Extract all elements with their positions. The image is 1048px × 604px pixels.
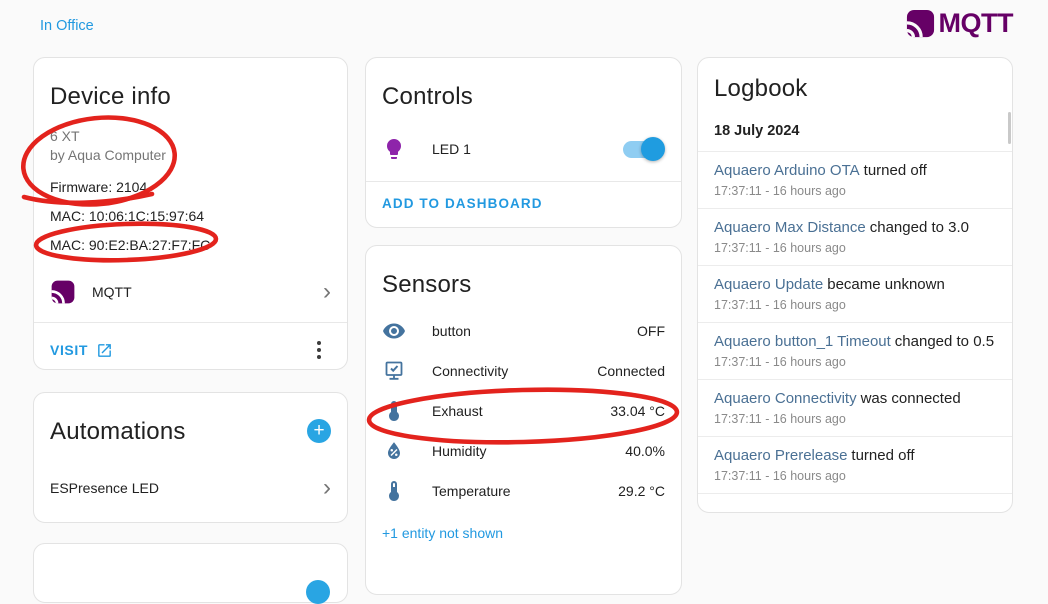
control-entity-name: LED 1 <box>432 141 471 157</box>
logbook-entry[interactable]: Aquaero Arduino OTA turned off 17:37:11 -… <box>698 151 1012 208</box>
brand-text: MQTT <box>938 8 1014 38</box>
add-to-dashboard-button[interactable]: ADD TO DASHBOARD <box>382 196 543 211</box>
logbook-action: turned off <box>851 447 915 464</box>
more-options-button[interactable] <box>307 335 331 365</box>
sensor-name: button <box>432 323 471 339</box>
logbook-card: Logbook 18 July 2024 Aquaero Arduino OTA… <box>697 57 1013 513</box>
add-automation-button[interactable]: + <box>307 419 331 443</box>
logbook-timestamp: 17:37:11 - 16 hours ago <box>714 184 846 198</box>
sensor-value: 33.04 °C <box>610 403 665 419</box>
water-percent-icon <box>388 442 400 459</box>
logbook-timestamp: 17:37:11 - 16 hours ago <box>714 355 846 369</box>
integration-row-mqtt[interactable]: MQTT › <box>50 272 331 312</box>
logbook-timestamp: 17:37:11 - 16 hours ago <box>714 469 846 483</box>
device-firmware: Firmware: 2104 <box>50 179 148 195</box>
logbook-entry[interactable]: Aquaero button_1 Timeout changed to 0.5 1… <box>698 322 1012 379</box>
logbook-action: turned off <box>863 162 927 179</box>
open-in-new-icon <box>98 343 111 357</box>
sensor-row-exhaust[interactable]: Exhaust 33.04 °C <box>382 391 665 431</box>
divider <box>34 322 347 323</box>
sensor-value: 40.0% <box>625 443 665 459</box>
sensor-value: Connected <box>597 363 665 379</box>
led1-toggle[interactable] <box>621 137 665 161</box>
automation-item[interactable]: ESPresence LED › <box>50 474 331 501</box>
logbook-timestamp: 17:37:11 - 16 hours ago <box>714 412 846 426</box>
device-mac-primary: MAC: 10:06:1C:15:97:64 <box>50 208 205 224</box>
thermometer-icon <box>389 401 399 421</box>
sensor-name: Temperature <box>432 483 511 499</box>
automation-label: ESPresence LED <box>50 480 159 496</box>
logbook-entity-link[interactable]: Aquaero Update <box>714 276 824 293</box>
logbook-action: changed to 3.0 <box>869 219 970 236</box>
logbook-entity-link[interactable]: Aquaero Arduino OTA <box>714 162 860 179</box>
logbook-entry[interactable]: Aquaero Prerelease turned off 17:37:11 - … <box>698 436 1012 493</box>
sensor-value: 29.2 °C <box>618 483 665 499</box>
monitor-check-icon <box>385 361 403 380</box>
sensor-row-temperature[interactable]: Temperature 29.2 °C <box>382 471 665 511</box>
mqtt-signal-icon <box>906 9 934 38</box>
chevron-right-icon: › <box>323 474 331 501</box>
chevron-right-icon: › <box>323 278 331 305</box>
lightbulb-icon <box>387 139 401 159</box>
thermometer-icon <box>389 481 399 501</box>
device-model: 6 XT <box>50 128 80 144</box>
automations-card: Automations + ESPresence LED › <box>33 392 348 523</box>
logbook-timestamp: 17:37:11 - 16 hours ago <box>714 298 846 312</box>
logbook-action: changed to 0.5 <box>894 333 995 350</box>
logbook-entry[interactable]: Aquaero Update became unknown 17:37:11 - … <box>698 265 1012 322</box>
sensor-row-button[interactable]: button OFF <box>382 311 665 351</box>
sensor-value: OFF <box>637 323 665 339</box>
visit-button[interactable]: VISIT <box>50 342 113 359</box>
scrollbar-thumb[interactable] <box>1008 112 1011 144</box>
add-button[interactable] <box>306 580 330 604</box>
device-info-card: Device info 6 XT by Aqua Computer Firmwa… <box>33 57 348 370</box>
breadcrumb[interactable]: In Office <box>40 18 94 34</box>
device-info-title: Device info <box>50 83 171 110</box>
logbook-entry[interactable]: Aquaero Max Distance changed to 3.0 17:37… <box>698 208 1012 265</box>
sensor-row-humidity[interactable]: Humidity 40.0% <box>382 431 665 471</box>
sensor-name: Exhaust <box>432 403 483 419</box>
sensors-card: Sensors button OFF Connectivity Connecte… <box>365 245 682 595</box>
sensor-name: Connectivity <box>432 363 509 379</box>
controls-title: Controls <box>382 83 473 110</box>
partial-card <box>33 543 348 604</box>
logbook-title: Logbook <box>714 75 808 102</box>
automations-title: Automations <box>50 418 186 445</box>
mqtt-signal-icon <box>51 280 75 304</box>
logbook-entity-link[interactable]: Aquaero button_1 Timeout <box>714 333 891 350</box>
device-mac-secondary: MAC: 90:E2:BA:27:F7:FC <box>50 237 211 253</box>
sensor-name: Humidity <box>432 443 487 459</box>
logbook-action: became unknown <box>827 276 945 293</box>
integration-label: MQTT <box>92 284 132 300</box>
logbook-entry[interactable]: Aquaero Connectivity was connected 17:37:… <box>698 379 1012 436</box>
logbook-timestamp: 17:37:11 - 16 hours ago <box>714 241 846 255</box>
logbook-entity-link[interactable]: Aquaero Max Distance <box>714 219 866 236</box>
show-more-entities-link[interactable]: +1 entity not shown <box>382 525 504 541</box>
logbook-entity-link[interactable]: Aquaero Connectivity <box>714 390 857 407</box>
sensor-row-connectivity[interactable]: Connectivity Connected <box>382 351 665 391</box>
logbook-entry-partial <box>698 493 1012 502</box>
logbook-date-header: 18 July 2024 <box>714 123 800 139</box>
logbook-entity-link[interactable]: Aquaero Prerelease <box>714 447 848 464</box>
mqtt-logo: MQTT <box>905 8 1014 39</box>
controls-card: Controls LED 1 ADD TO DASHBOARD <box>365 57 682 228</box>
control-row-led1: LED 1 <box>382 127 665 171</box>
divider <box>366 181 681 182</box>
toggle-knob <box>641 137 665 161</box>
sensors-title: Sensors <box>382 271 472 298</box>
logbook-action: was connected <box>860 390 961 407</box>
eye-icon <box>383 323 405 339</box>
device-manufacturer: by Aqua Computer <box>50 147 166 163</box>
visit-label: VISIT <box>50 342 89 358</box>
